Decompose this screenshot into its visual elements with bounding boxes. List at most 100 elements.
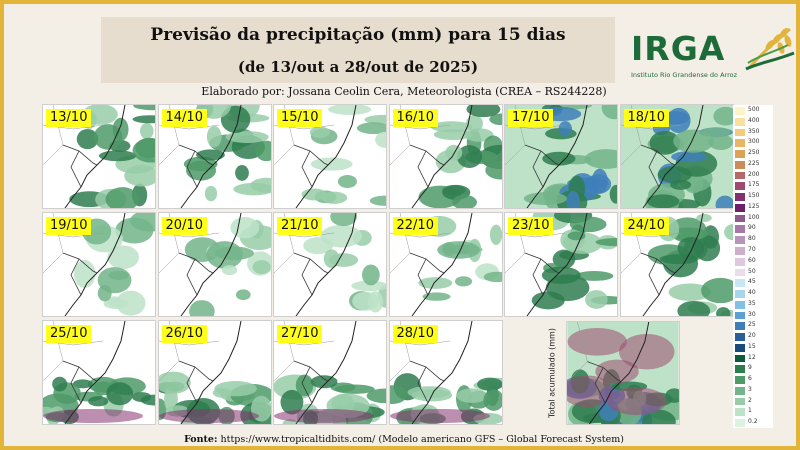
panel-date-label: 18/10 (623, 109, 669, 127)
author-credit: Elaborado por: Jossana Ceolin Cera, Mete… (201, 85, 607, 98)
forecast-map-panel: 18/10 (619, 104, 734, 209)
precipitation-map (158, 105, 271, 208)
legend-swatch (735, 290, 745, 298)
title-box: Previsão da precipitação (mm) para 15 di… (101, 17, 615, 83)
legend-row: 300 (733, 138, 773, 148)
forecast-map-panel: 17/10 (504, 104, 618, 209)
panel-date-label: 13/10 (46, 109, 92, 127)
rice-plant-icon (745, 27, 795, 71)
forecast-map-panel: 25/10 (42, 320, 156, 425)
legend-row: 45 (733, 278, 773, 288)
footer-source: Fonte: https://www.tropicaltidbits.com/ … (4, 434, 800, 445)
legend-row: 60 (733, 256, 773, 266)
legend-row: 25 (733, 321, 773, 331)
legend-row: 125 (733, 203, 773, 212)
legend-swatch (735, 300, 745, 309)
legend-swatch (735, 246, 745, 255)
legend-row: 250 (733, 149, 773, 158)
legend-swatch (735, 171, 745, 180)
panel-date-label: 23/10 (508, 217, 554, 235)
precipitation-map (43, 321, 155, 424)
legend-value: 175 (748, 181, 760, 189)
legend-swatch (735, 257, 745, 266)
forecast-map-panel: 19/10 (42, 212, 156, 317)
legend-value: 70 (748, 245, 756, 253)
legend-value: 25 (748, 321, 756, 329)
legend-row: 350 (733, 127, 773, 137)
forecast-map-panel: 23/10 (504, 212, 618, 317)
forecast-map-panel: 28/10 (388, 320, 503, 425)
legend-row: 6 (733, 375, 773, 384)
panel-date-label: 16/10 (392, 109, 438, 127)
legend-value: 40 (748, 289, 756, 297)
logo-name: IRGA (631, 29, 726, 68)
legend-swatch (735, 386, 745, 395)
page-subtitle: (de 13/out a 28/out de 2025) (237, 58, 479, 76)
legend-value: 60 (748, 256, 756, 264)
legend-swatch (735, 182, 745, 191)
legend-value: 6 (748, 375, 752, 383)
panel-date-label: 22/10 (392, 217, 438, 235)
legend-row: 100 (733, 213, 773, 223)
legend-row: 200 (733, 171, 773, 180)
legend-row: 500 (733, 106, 773, 115)
legend-row: 2 (733, 397, 773, 406)
panel-date-label: 19/10 (46, 217, 92, 235)
legend-value: 9 (748, 364, 752, 372)
forecast-map-panel: 13/10 (42, 104, 156, 209)
legend-swatch (735, 160, 745, 169)
legend-value: 45 (748, 278, 756, 286)
panel-date-label: 25/10 (46, 325, 92, 343)
legend-row: 40 (733, 289, 773, 298)
legend-swatch (735, 322, 745, 331)
legend-row: 50 (733, 268, 773, 277)
legend-swatch (735, 107, 745, 115)
legend-row: 3 (733, 386, 773, 395)
legend-swatch (735, 268, 745, 277)
legend-swatch (735, 225, 745, 234)
legend-swatch (735, 117, 745, 126)
legend-row: 12 (733, 354, 773, 363)
forecast-map-panel: 22/10 (388, 212, 503, 317)
legend-swatch (735, 354, 745, 363)
legend-swatch (735, 139, 745, 148)
legend-row: 150 (733, 192, 773, 201)
legend-swatch (735, 203, 745, 212)
panel-date-label: 20/10 (161, 217, 207, 235)
legend-swatch (735, 419, 745, 428)
irga-logo: IRGA Instituto Rio Grandense do Arroz (626, 21, 796, 83)
legend-row: 9 (733, 364, 773, 374)
precipitation-legend: 500 400 350 300 250 225 200 175 150 125 100 90 80 70 6… (733, 105, 773, 428)
panel-date-label: 17/10 (508, 109, 554, 127)
legend-swatch (735, 150, 745, 158)
page-title: Previsão da precipitação (mm) para 15 di… (150, 25, 566, 45)
legend-row: 175 (733, 181, 773, 191)
panel-date-label: 26/10 (161, 325, 207, 343)
legend-value: 15 (748, 342, 756, 350)
legend-value: 35 (748, 299, 756, 307)
precipitation-map (43, 105, 155, 208)
legend-swatch (735, 365, 745, 374)
legend-value: 400 (748, 116, 760, 124)
legend-row: 35 (733, 299, 773, 309)
legend-swatch (735, 128, 745, 137)
panel-date-label: 27/10 (277, 325, 323, 343)
panel-date-label: 28/10 (392, 325, 438, 343)
legend-swatch (735, 333, 745, 341)
legend-row: 15 (733, 342, 773, 352)
precipitation-map (158, 321, 271, 424)
legend-row: 1 (733, 407, 773, 417)
footer-text: https://www.tropicaltidbits.com/ (Modelo… (217, 434, 624, 445)
legend-value: 150 (748, 192, 760, 200)
legend-swatch (735, 408, 745, 417)
legend-value: 100 (748, 213, 760, 221)
total-accumulated-map (566, 321, 680, 425)
total-label-text: Total acumulado (mm) (547, 328, 557, 418)
legend-swatch (735, 376, 745, 384)
legend-value: 30 (748, 310, 756, 318)
legend-value: 300 (748, 138, 760, 146)
legend-value: 350 (748, 127, 760, 135)
legend-row: 0.2 (733, 418, 773, 428)
total-precipitation-map (567, 322, 679, 424)
legend-swatch (735, 311, 745, 320)
